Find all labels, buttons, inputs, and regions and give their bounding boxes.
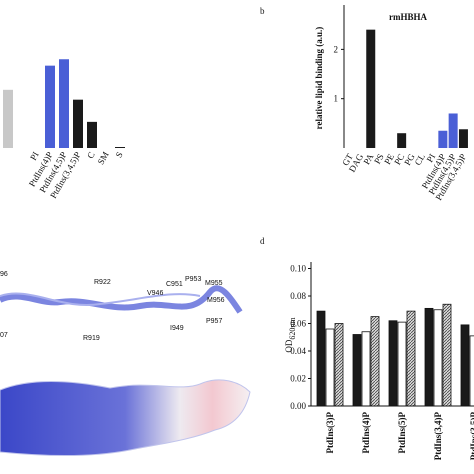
bar — [370, 316, 380, 407]
residue-label: R922 — [94, 279, 111, 286]
residue-label: M956 — [207, 297, 225, 304]
x-tick-label: PC — [392, 152, 406, 167]
y-tick-label: 0.10 — [290, 264, 306, 274]
bar — [352, 334, 362, 407]
bar — [334, 323, 344, 407]
residue-label: V946 — [147, 290, 163, 297]
residue-label: I949 — [170, 325, 184, 332]
bar — [442, 303, 452, 407]
y-tick-label: 0.00 — [290, 401, 306, 411]
bar — [458, 129, 468, 148]
x-tick-label: PtdIns(4)P — [361, 412, 371, 454]
residue-label: 07 — [0, 332, 8, 339]
bar — [316, 310, 326, 407]
residue-label: P953 — [185, 276, 201, 283]
x-tick-label: PI — [425, 152, 438, 164]
bar — [406, 310, 416, 407]
y-axis-label-sub: 620nm — [288, 317, 297, 340]
residue-label: R919 — [83, 335, 100, 342]
panel-letter: b — [260, 6, 265, 16]
bar — [460, 324, 470, 407]
bar — [469, 335, 474, 407]
bar — [388, 320, 398, 407]
bar — [87, 121, 97, 148]
residue-label: P957 — [206, 318, 222, 325]
ribbon — [0, 285, 243, 314]
residue-label: 96 — [0, 271, 8, 278]
bar — [433, 309, 443, 407]
panel-letter: d — [260, 236, 265, 246]
x-tick-label: PtdIns(5)P — [397, 412, 407, 454]
bar — [59, 59, 69, 148]
x-tick-label: PtdIns(3)P — [325, 412, 335, 454]
y-tick-label: 2 — [334, 44, 339, 54]
x-tick-label: PS — [372, 152, 386, 166]
x-tick-label: PtdIns(3,4)P — [433, 412, 443, 461]
bar — [438, 130, 448, 148]
y-tick-label: 0.06 — [290, 319, 306, 329]
bar — [3, 89, 13, 148]
y-axis-label: OD620nm — [284, 317, 297, 353]
y-tick-label: 0.08 — [290, 291, 306, 301]
bar — [115, 147, 125, 148]
x-tick-label: PI — [28, 150, 41, 162]
bar — [45, 65, 55, 148]
x-tick-label: PA — [361, 152, 375, 167]
x-tick-label: S — [114, 150, 125, 159]
y-tick-label: 1 — [334, 94, 339, 104]
chart-title: rmHBHA — [389, 12, 427, 22]
panel-d: PtdIns(3)P PtdIns(4)P PtdIns(5)P PtdIns(3,4… — [316, 303, 474, 461]
x-tick-label: SM — [96, 150, 111, 166]
x-tick-label: CL — [413, 152, 427, 167]
y-axis-label: relative lipid binding (a.u.) — [314, 27, 324, 130]
bar — [397, 133, 407, 148]
bar — [424, 307, 434, 407]
x-tick-label: PE — [382, 152, 396, 167]
bar — [448, 113, 458, 148]
bar — [361, 331, 371, 407]
surface — [0, 379, 251, 456]
y-tick-label: 0.02 — [290, 374, 306, 384]
residue-label: C951 — [166, 281, 183, 288]
bar — [325, 328, 335, 407]
structure-panel — [0, 285, 251, 456]
bar — [366, 29, 376, 148]
bar — [73, 99, 83, 148]
bar — [397, 321, 407, 407]
residue-label: M955 — [205, 280, 223, 287]
y-axis-label-main: OD — [284, 339, 294, 352]
x-tick-label: C — [85, 150, 97, 160]
x-tick-label: PtdIns(3,5)P — [469, 412, 474, 461]
y-tick-label: 0.04 — [290, 346, 306, 356]
ribbon-sidechains — [0, 292, 201, 306]
